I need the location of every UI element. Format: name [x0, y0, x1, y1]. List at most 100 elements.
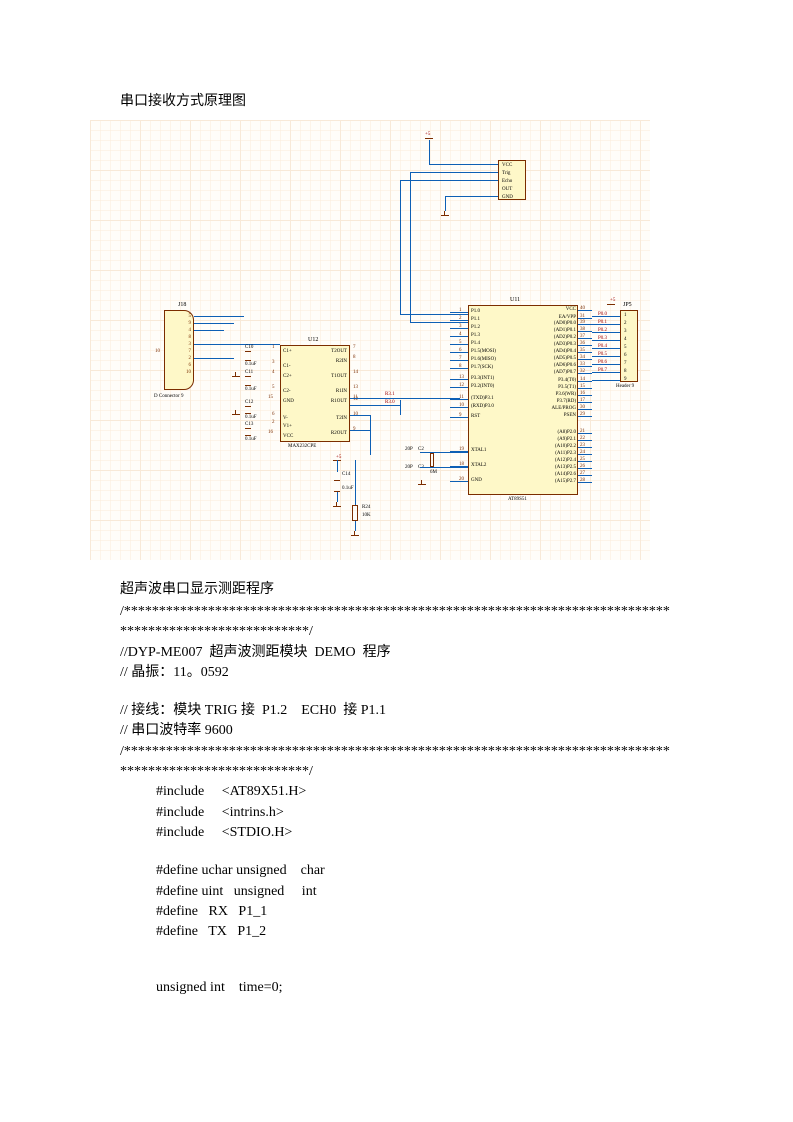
code-def2: #define uint unsigned int: [120, 882, 673, 902]
wire: [450, 387, 468, 388]
mcu-pin: P1.2: [471, 325, 480, 330]
crystal: [430, 453, 434, 467]
wire: [578, 381, 592, 382]
net-label: P0.5: [598, 352, 607, 357]
ref-u11: U11: [510, 297, 520, 303]
mcu-pin: RST: [471, 414, 480, 419]
jp5-pin: 2: [624, 321, 627, 326]
module-chip: VCC Trig Echo OUT GND: [498, 160, 526, 200]
pn: 8: [353, 355, 356, 360]
code-c1: //DYP-ME007 超声波测距模块 DEMO 程序: [120, 643, 673, 663]
wire: [450, 352, 468, 353]
mcu-pin: P1.6(MISO): [471, 357, 496, 362]
cap-c13: C13 0.1uF: [245, 422, 257, 442]
jp5-pin: 8: [624, 369, 627, 374]
mcu-pin: XTAL2: [471, 463, 486, 468]
wire: [578, 395, 592, 396]
cap-val: 20P: [405, 447, 413, 452]
mcu-pin: P1.1: [471, 317, 480, 322]
mcu-pin: (AD7)P0.7: [554, 370, 576, 375]
gnd-icon: [349, 531, 361, 539]
wire: [355, 460, 356, 505]
schematic-diagram: +5 VCC Trig Echo OUT GND J18 5 9 4 8 3 7: [90, 120, 650, 560]
jp5-pin: 5: [624, 345, 627, 350]
pin: R1OUT: [331, 399, 347, 404]
wire: [350, 405, 400, 406]
pwr: [607, 304, 615, 305]
jp5-pin: 6: [624, 353, 627, 358]
code-def4: #define TX P1_2: [120, 922, 673, 942]
mcu-pin: (AD5)P0.5: [554, 356, 576, 361]
pn: 16: [268, 430, 273, 435]
wire: [337, 492, 338, 502]
net-label: P0.6: [598, 360, 607, 365]
jp5-pin: 9: [624, 377, 627, 382]
pin: 10: [186, 370, 191, 375]
code-sep2: /***************************************…: [120, 742, 673, 783]
blank: [120, 683, 673, 701]
code-def1: #define uchar unsigned char: [120, 861, 673, 881]
wire: [350, 430, 370, 431]
mcu-pin: P3.3(INT1): [471, 376, 494, 381]
mcu-pin: P3.2(INT0): [471, 384, 494, 389]
wire: [194, 316, 244, 317]
mcu-pin: P3.4(T0): [558, 378, 576, 383]
wire: [400, 180, 498, 181]
mcu-pin: P1.3: [471, 333, 480, 338]
cap-c10: C10 0.1uF: [245, 345, 257, 367]
blank: [120, 942, 673, 978]
jp5-pin: 1: [624, 313, 627, 318]
mcu-pin: (RXD)P3.0: [471, 404, 494, 409]
pin: R2IN: [336, 359, 347, 364]
wire: [450, 336, 468, 337]
mcu-pin: (AD3)P0.3: [554, 342, 576, 347]
net-label: P0.7: [598, 368, 607, 373]
wire: [445, 196, 446, 211]
pin: 4: [189, 328, 192, 333]
mcu-pin: (A14)P2.6: [555, 472, 576, 477]
wire: [450, 328, 468, 329]
code-inc2: #include <intrins.h>: [120, 803, 673, 823]
wire: [578, 468, 592, 469]
pin: V-: [283, 416, 288, 421]
wire: [578, 324, 592, 325]
pn: 7: [353, 345, 356, 350]
net-label: P0.4: [598, 344, 607, 349]
pin: 10: [155, 349, 160, 354]
wire: [578, 310, 592, 311]
gnd-icon: [416, 480, 428, 488]
mcu-pin: (A10)P2.2: [555, 444, 576, 449]
wire: [410, 172, 411, 322]
code-subtitle: 超声波串口显示测距程序: [120, 578, 673, 598]
mcu-pin: ALE/PROG: [552, 406, 576, 411]
net-label: P0.2: [598, 328, 607, 333]
wire: [450, 344, 468, 345]
wire: [578, 373, 592, 374]
wire: [578, 359, 592, 360]
crystal-val: 6M: [430, 470, 437, 475]
pin: GND: [502, 195, 513, 200]
pin: C1+: [283, 349, 292, 354]
wire: [578, 388, 592, 389]
net-r31: R3.1: [385, 392, 395, 397]
wire: [400, 314, 468, 315]
pin: GND: [283, 399, 294, 404]
net-label: P0.3: [598, 336, 607, 341]
mcu-pin: P3.5(T1): [558, 385, 576, 390]
blank: [120, 843, 673, 861]
jp5-name: Header 9: [616, 384, 634, 389]
pin: 3: [189, 342, 192, 347]
resistor-r24: [352, 505, 358, 521]
cap-c11: C11 0.1uF: [245, 370, 257, 392]
mcu-pin: XTAL1: [471, 448, 486, 453]
pin: 6: [189, 363, 192, 368]
pin: C2+: [283, 374, 292, 379]
gnd-icon: [439, 211, 451, 219]
mcu-pin: (AD6)P0.6: [554, 363, 576, 368]
mcu-pin: (A13)P2.5: [555, 465, 576, 470]
mcu-pin: (A11)P2.3: [555, 451, 576, 456]
wire: [194, 323, 234, 324]
jp5-pin: 3: [624, 329, 627, 334]
pn: 15: [268, 395, 273, 400]
wire: [578, 433, 592, 434]
